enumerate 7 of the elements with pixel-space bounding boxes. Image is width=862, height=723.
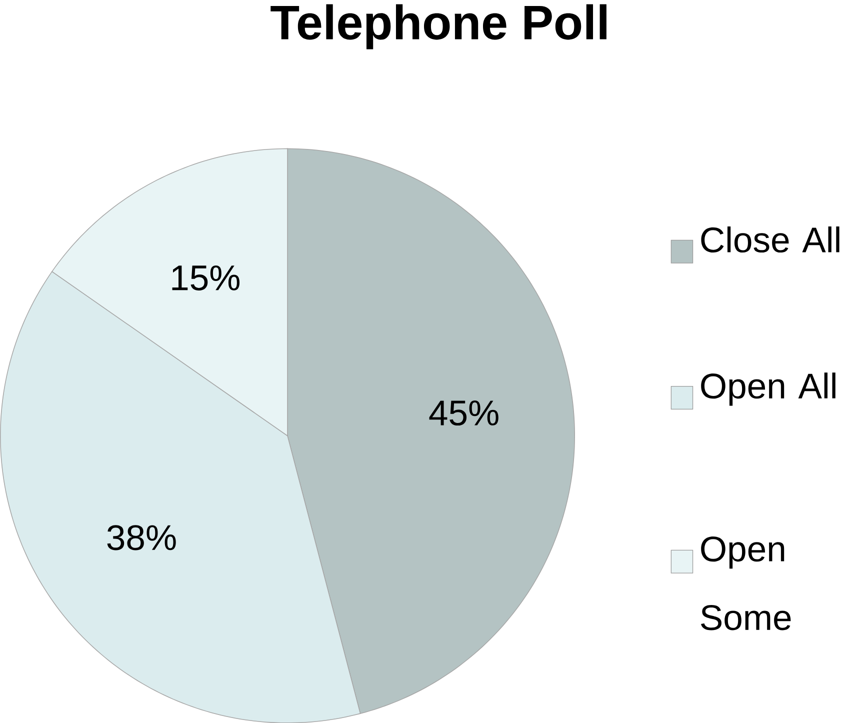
- data-label: 38%: [107, 524, 176, 550]
- data-label: 45%: [429, 400, 498, 426]
- chart-title: Telephone Poll: [270, 4, 606, 50]
- legend-label: Open Some: [701, 536, 791, 630]
- legend-label: Open All: [701, 372, 836, 406]
- data-label: 15%: [172, 265, 240, 290]
- legend-label: Close All: [701, 226, 840, 252]
